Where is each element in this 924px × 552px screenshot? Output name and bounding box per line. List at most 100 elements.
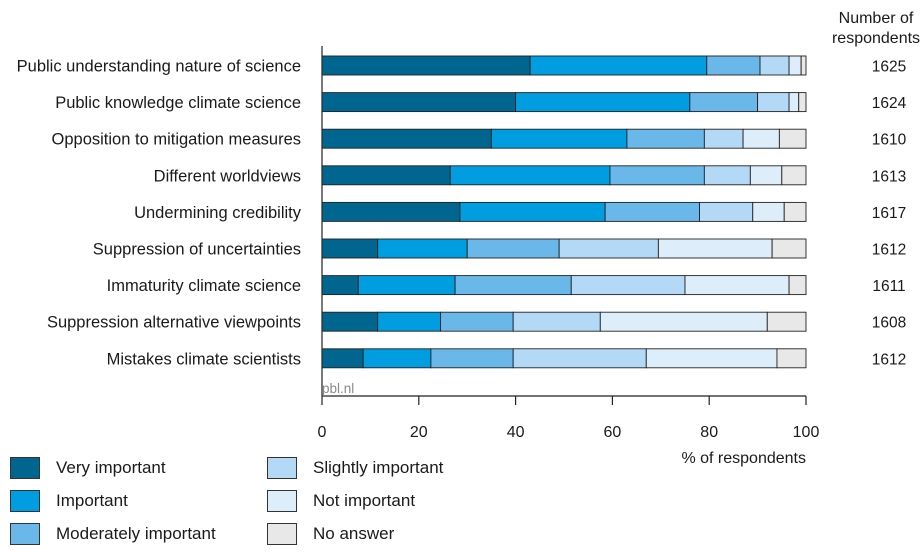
category-label: Suppression of uncertainties bbox=[93, 241, 301, 259]
legend-swatch bbox=[267, 523, 297, 545]
bar-segment bbox=[788, 275, 807, 296]
category-label: Different worldviews bbox=[154, 167, 301, 185]
bar-segment bbox=[788, 92, 800, 113]
x-tick-label: 60 bbox=[604, 424, 622, 441]
bar-segment bbox=[759, 55, 790, 76]
legend-label: Important bbox=[56, 491, 128, 510]
respondent-count: 1624 bbox=[872, 95, 907, 112]
bar-segment bbox=[749, 165, 783, 186]
legend-item: Very important bbox=[10, 455, 166, 481]
category-labels: Public understanding nature of science Pu… bbox=[17, 58, 302, 369]
x-tick-label: 20 bbox=[410, 424, 428, 441]
respondent-count: 1611 bbox=[872, 278, 905, 295]
bar-segment bbox=[440, 311, 514, 332]
bar-segment bbox=[800, 55, 807, 76]
bar-segment bbox=[752, 201, 785, 222]
bar-segment bbox=[512, 348, 647, 369]
bar-segment bbox=[781, 165, 807, 186]
respondent-count: 1612 bbox=[872, 242, 906, 259]
legend-item: No answer bbox=[267, 521, 394, 547]
respondent-count: 1608 bbox=[872, 315, 906, 332]
bar-segment bbox=[321, 311, 379, 332]
bar-segment bbox=[321, 348, 364, 369]
bar-segment bbox=[689, 92, 759, 113]
bar-segment bbox=[449, 165, 611, 186]
legend-swatch bbox=[267, 490, 297, 512]
legend-label: No answer bbox=[313, 524, 395, 543]
bar-segment bbox=[599, 311, 768, 332]
bar-segment bbox=[657, 238, 773, 259]
category-label: Public understanding nature of science bbox=[17, 58, 301, 76]
bar-segment bbox=[742, 128, 780, 149]
category-label: Immaturity climate science bbox=[107, 277, 301, 295]
bar-segment bbox=[699, 201, 754, 222]
bar-segment bbox=[321, 165, 451, 186]
x-tick-label: 100 bbox=[793, 424, 820, 441]
bar-segment bbox=[684, 275, 790, 296]
bar-segment bbox=[788, 55, 802, 76]
bar-segment bbox=[430, 348, 514, 369]
bar-segment bbox=[529, 55, 708, 76]
bar-segment bbox=[783, 201, 807, 222]
bars-group bbox=[321, 55, 807, 369]
category-label: Suppression alternative viewpoints bbox=[47, 314, 301, 332]
bar-segment bbox=[321, 275, 359, 296]
bar-segment bbox=[703, 128, 744, 149]
bar-segment bbox=[766, 311, 807, 332]
respondent-counts: Number of respondents 1625 1624 1610 1613 1617… bbox=[832, 10, 920, 368]
x-tick-label: 80 bbox=[700, 424, 718, 441]
legend-label: Slightly important bbox=[313, 458, 444, 477]
bar-segment bbox=[798, 92, 807, 113]
bar-segment bbox=[321, 201, 461, 222]
x-axis-title: % of respondents bbox=[681, 450, 806, 467]
bar-segment bbox=[609, 165, 705, 186]
legend-label: Very important bbox=[56, 458, 166, 477]
legend-item: Important bbox=[10, 488, 128, 514]
bar-segment bbox=[321, 238, 379, 259]
respondent-count: 1625 bbox=[872, 59, 906, 76]
legend-swatch bbox=[10, 523, 40, 545]
bar-segment bbox=[771, 238, 807, 259]
respondent-count: 1613 bbox=[872, 168, 906, 185]
respondent-count: 1612 bbox=[872, 351, 906, 368]
source-note: pbl.nl bbox=[322, 381, 354, 396]
bar-segment bbox=[515, 92, 691, 113]
bar-segment bbox=[558, 238, 659, 259]
bar-segment bbox=[357, 275, 456, 296]
respondents-header-line1: Number of bbox=[839, 10, 914, 27]
bar-segment bbox=[512, 311, 601, 332]
respondents-header-line2: respondents bbox=[832, 30, 920, 47]
category-label: Public knowledge climate science bbox=[55, 94, 301, 112]
bar-segment bbox=[645, 348, 778, 369]
legend-item: Slightly important bbox=[267, 455, 443, 481]
legend-item: Not important bbox=[267, 488, 415, 514]
category-label: Opposition to mitigation measures bbox=[52, 131, 301, 149]
respondent-count: 1617 bbox=[872, 205, 906, 222]
legend: Very important Important Moderately import… bbox=[10, 455, 530, 547]
x-axis-ticks: 0 20 40 60 80 100 pbl.nl % of respondents bbox=[318, 381, 820, 467]
bar-segment bbox=[626, 128, 705, 149]
bar-segment bbox=[776, 348, 807, 369]
legend-swatch bbox=[10, 457, 40, 479]
bar-segment bbox=[757, 92, 790, 113]
bar-segment bbox=[570, 275, 686, 296]
legend-swatch bbox=[10, 490, 40, 512]
category-label: Undermining credibility bbox=[134, 204, 302, 222]
legend-swatch bbox=[267, 457, 297, 479]
legend-label: Not important bbox=[313, 491, 416, 510]
bar-segment bbox=[459, 201, 606, 222]
bar-segment bbox=[377, 238, 468, 259]
bar-segment bbox=[604, 201, 700, 222]
x-tick-label: 40 bbox=[507, 424, 525, 441]
bar-segment bbox=[466, 238, 560, 259]
bar-segment bbox=[321, 92, 517, 113]
legend-label: Moderately important bbox=[56, 524, 216, 543]
x-tick-label: 0 bbox=[318, 424, 327, 441]
bar-segment bbox=[321, 128, 492, 149]
bar-segment bbox=[706, 55, 761, 76]
respondent-count: 1610 bbox=[872, 132, 907, 149]
category-label: Mistakes climate scientists bbox=[107, 350, 301, 368]
bar-segment bbox=[490, 128, 628, 149]
